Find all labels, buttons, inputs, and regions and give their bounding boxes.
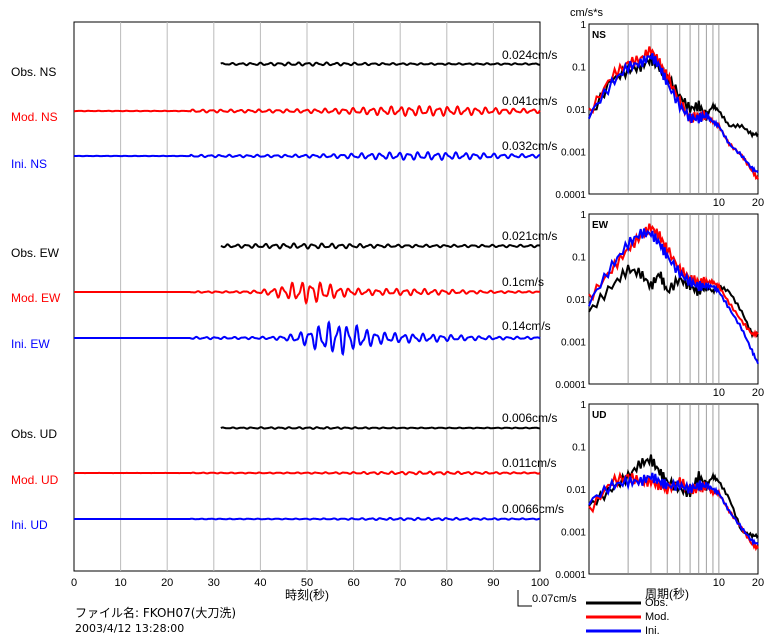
spectrum-y-tick: 0.001 [561,148,586,159]
spectrum-y-tick: 0.1 [572,443,586,454]
peak-label: 0.024cm/s [502,48,557,62]
spectrum-series [588,454,759,540]
trace-label: Mod. EW [11,291,61,305]
spectrum-y-tick: 0.01 [567,485,587,496]
waveform-x-tick: 30 [208,577,220,589]
legend-label: Obs. [645,597,668,609]
waveform-x-tick: 40 [254,577,266,589]
waveform-trace [220,426,540,430]
spectrum-y-tick: 0.01 [567,105,587,116]
waveform-x-tick: 10 [114,577,126,589]
spectrum-series [588,223,759,339]
waveform-trace [73,151,540,161]
spectrum-x-tick: 20 [752,387,764,399]
trace-label: Ini. EW [11,337,50,351]
spectrum-x-tick: 20 [752,197,764,209]
spectrum-frame [588,213,759,385]
waveform-x-tick: 20 [161,577,173,589]
spectrum-x-tick: 20 [752,577,764,589]
waveform-trace [74,320,541,357]
waveform-x-tick: 70 [394,577,406,589]
spectrum-y-tick: 1 [580,20,586,31]
peak-label: 0.0066cm/s [502,502,564,516]
spectrum-y-tick: 0.1 [572,63,586,74]
trace-label: Mod. NS [11,110,58,124]
scale-bar [517,590,532,607]
peak-label: 0.14cm/s [502,319,551,333]
waveform-trace [220,242,541,250]
spectrum-x-tick: 10 [713,197,725,209]
peak-label: 0.041cm/s [502,94,557,108]
waveform-x-tick: 100 [531,577,549,589]
peak-label: 0.006cm/s [502,411,557,425]
spectrum-series [588,472,759,546]
trace-label: Obs. UD [11,427,57,441]
datetime-label: 2003/4/12 13:28:00 [75,622,185,635]
spectrum-frame [588,403,759,575]
spectrum-frame [588,23,759,195]
spectrum-series [588,264,759,339]
spectrum-x-tick: 10 [713,577,725,589]
spectrum-panel-name: NS [592,30,606,41]
trace-label: Obs. NS [11,65,56,79]
spectrum-x-tick: 10 [713,387,725,399]
spectrum-panel-name: EW [592,220,609,231]
waveform-trace [74,104,541,118]
waveform-trace [74,516,540,522]
legend: 0.07cm/s Obs. Mod. Ini. [517,590,669,637]
legend-label: Mod. [645,611,669,623]
waveform-x-tick: 60 [347,577,359,589]
spectrum-series [588,54,759,139]
scale-label: 0.07cm/s [532,593,577,605]
spectrum-panel-name: UD [592,410,606,421]
waveform-x-tick: 80 [441,577,453,589]
waveform-x-tick: 50 [301,577,313,589]
spectrum-y-tick: 0.1 [572,253,586,264]
waveform-trace [73,470,541,476]
trace-label: Obs. EW [11,246,60,260]
spectrum-series [588,46,759,181]
waveform-trace [220,61,541,67]
peak-label: 0.032cm/s [502,139,557,153]
spectrum-y-tick: 0.001 [561,338,586,349]
trace-label: Ini. UD [11,518,48,532]
spectrum-y-tick: 0.0001 [555,570,586,581]
trace-label: Mod. UD [11,473,59,487]
peak-label: 0.1cm/s [502,275,544,289]
waveform-x-tick: 90 [487,577,499,589]
spectrum-y-tick: 0.001 [561,528,586,539]
spectrum-y-tick: 0.01 [567,295,587,306]
waveform-trace [74,281,540,305]
legend-label: Ini. [645,625,660,637]
peak-label: 0.011cm/s [502,456,556,470]
spectra-x-label: 周期(秒) [645,587,689,601]
peak-label: 0.021cm/s [502,229,557,243]
spectrum-y-tick: 1 [580,400,586,411]
file-label: ファイル名: FKOH07(大刀洗) [75,606,237,620]
spectrum-y-tick: 0.0001 [555,380,586,391]
waveform-x-tick: 0 [71,577,77,589]
spectrum-series [588,53,759,174]
spectra-unit: cm/s*s [570,7,604,19]
waveform-x-label: 時刻(秒) [285,588,329,602]
waveform-panel: 0 10 20 30 40 50 60 70 80 90 100 時刻(秒) Obs. NS 0.024c… [11,21,564,602]
trace-label: Ini. NS [11,157,47,171]
spectrum-series [588,228,759,365]
spectrum-y-tick: 0.0001 [555,190,586,201]
spectrum-y-tick: 1 [580,210,586,221]
